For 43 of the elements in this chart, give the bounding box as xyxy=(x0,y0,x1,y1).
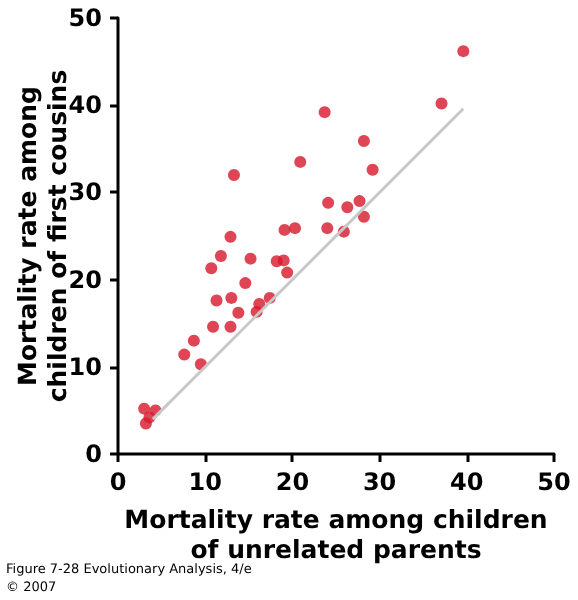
point xyxy=(244,252,257,265)
point xyxy=(205,262,218,275)
y-tick-label: 10 xyxy=(68,352,102,381)
y-tick-label: 0 xyxy=(85,440,102,468)
point xyxy=(239,277,252,290)
point xyxy=(224,230,237,243)
point xyxy=(457,45,470,58)
point xyxy=(357,210,370,223)
point xyxy=(227,168,240,181)
x-tick-label: 0 xyxy=(109,468,127,496)
point xyxy=(187,334,200,347)
point xyxy=(277,254,290,267)
x-axis-title: Mortality rate among children of unrelated parents xyxy=(124,503,548,564)
y-tick-label: 50 xyxy=(68,4,102,32)
point xyxy=(214,250,227,263)
y-tick-label: 30 xyxy=(68,178,102,207)
x-tick-label: 10 xyxy=(188,468,222,496)
point xyxy=(318,106,331,119)
x-tick-label: 20 xyxy=(275,468,310,496)
y-tick-label: 40 xyxy=(68,91,102,120)
x-tick-label: 50 xyxy=(537,468,571,496)
point xyxy=(232,306,245,319)
point xyxy=(353,195,366,208)
x-tick-label: 40 xyxy=(450,468,484,496)
x-tick-label: 30 xyxy=(362,468,397,496)
point xyxy=(357,134,370,147)
point xyxy=(210,294,223,307)
point xyxy=(225,291,238,304)
point xyxy=(289,222,302,235)
point xyxy=(178,348,191,361)
point xyxy=(138,402,151,415)
point xyxy=(366,163,379,176)
y-tick-label: 20 xyxy=(68,265,102,294)
point xyxy=(321,222,334,235)
point xyxy=(281,266,294,279)
y-axis-title: Mortality rate among children of first cousins xyxy=(12,69,72,403)
point xyxy=(278,223,291,236)
point xyxy=(224,320,237,333)
point xyxy=(207,320,220,333)
point xyxy=(341,201,354,214)
point xyxy=(435,97,448,110)
point xyxy=(294,155,307,168)
point xyxy=(322,196,335,209)
